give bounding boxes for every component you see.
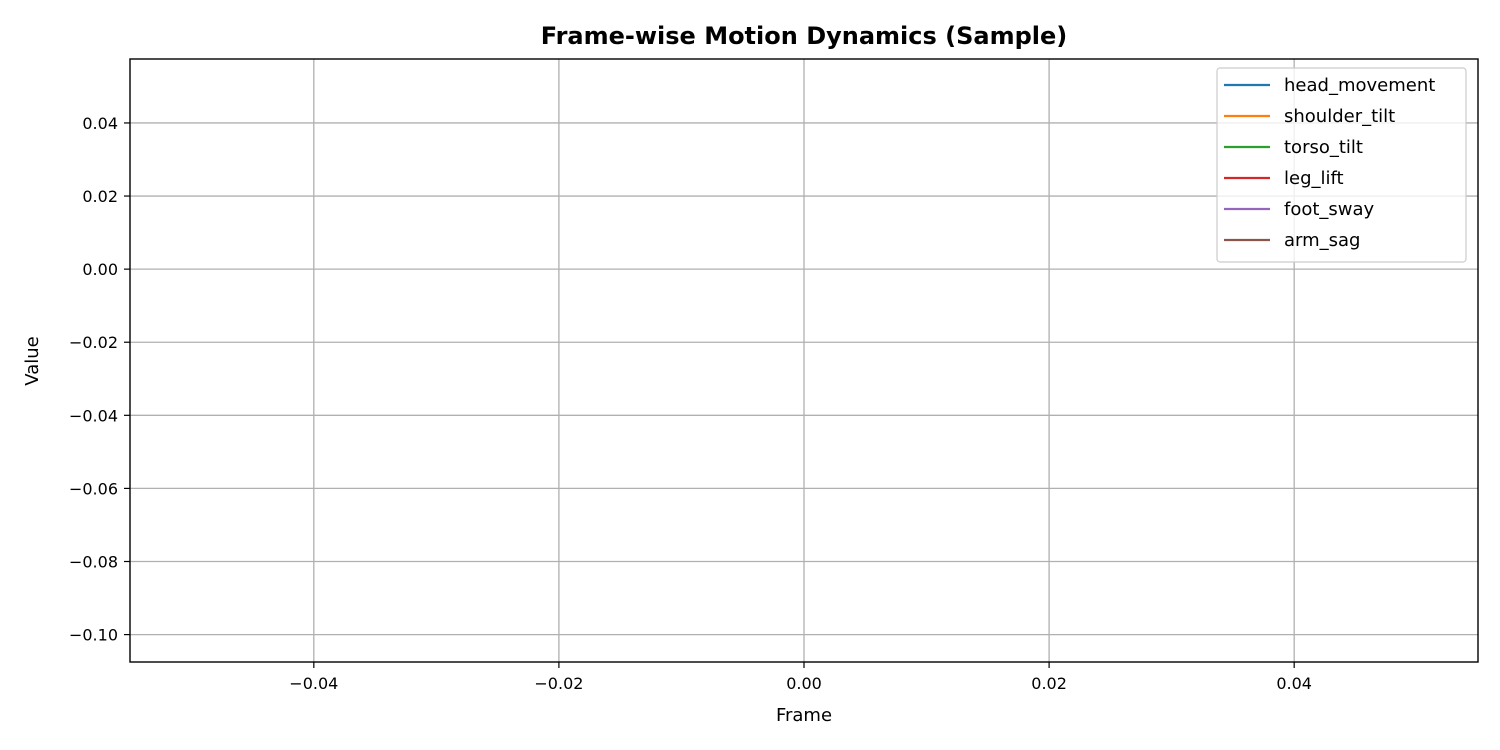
x-tick-label: 0.00 [786,674,822,693]
x-tick-label: −0.02 [534,674,583,693]
chart-title: Frame-wise Motion Dynamics (Sample) [541,22,1068,50]
y-tick-label: −0.10 [69,626,118,645]
x-axis-label: Frame [776,705,832,726]
legend-label-head-movement: head_movement [1284,75,1435,96]
legend: head_movement shoulder_tilt torso_tilt leg_… [1216,67,1467,263]
y-tick-label: 0.02 [82,187,118,206]
y-tick-label: −0.02 [69,333,118,352]
legend-label-arm-sag: arm_sag [1284,230,1360,251]
legend-label-leg-lift: leg_lift [1284,168,1344,189]
y-tick-label: 0.00 [82,260,118,279]
legend-box [1216,67,1467,263]
y-axis-label: Value [22,336,43,385]
legend-label-foot-sway: foot_sway [1284,199,1375,220]
x-tick-label: 0.02 [1031,674,1067,693]
y-tick-label: −0.08 [69,553,118,572]
y-tick-label: 0.04 [82,114,118,133]
x-axis: −0.04 −0.02 0.00 0.02 0.04 [289,662,1312,693]
y-tick-label: −0.04 [69,406,118,425]
x-tick-label: 0.04 [1276,674,1312,693]
legend-label-shoulder-tilt: shoulder_tilt [1284,106,1395,127]
legend-label-torso-tilt: torso_tilt [1284,137,1363,158]
x-tick-label: −0.04 [289,674,338,693]
y-axis: 0.04 0.02 0.00 −0.02 −0.04 −0.06 −0.08 −0.10 [69,114,130,645]
y-tick-label: −0.06 [69,479,118,498]
